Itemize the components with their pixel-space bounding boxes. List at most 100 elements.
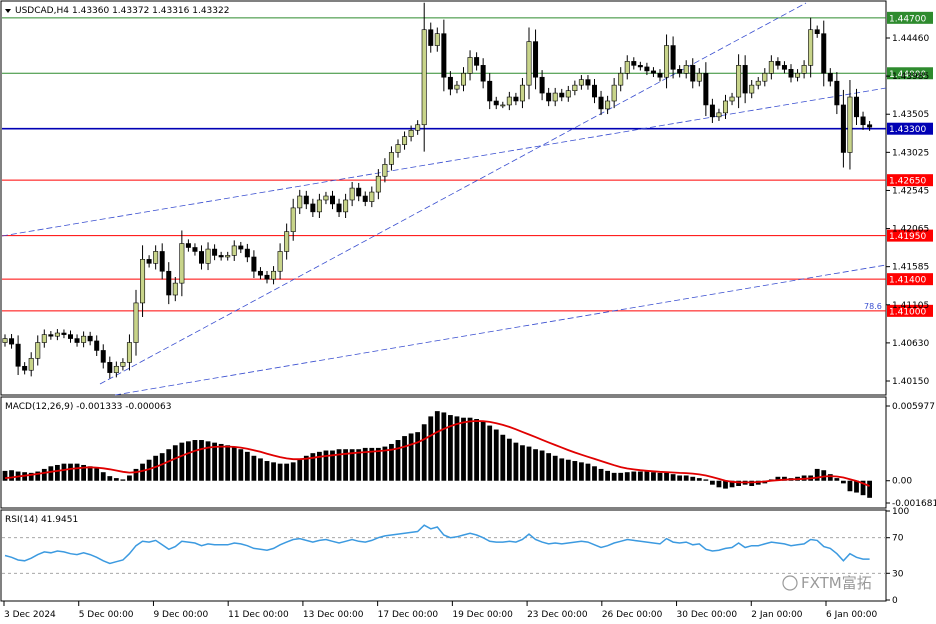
candle-body-bull	[41, 334, 47, 343]
macd-bar	[9, 470, 14, 481]
candle	[133, 289, 139, 356]
macd-bar	[402, 436, 407, 481]
candle	[54, 329, 60, 341]
macd-bar	[782, 476, 787, 481]
candle-body-bear	[840, 104, 846, 153]
macd-bar	[657, 472, 663, 481]
macd-bar	[212, 442, 217, 481]
candle-body-bear	[585, 79, 591, 86]
candle-body-bull	[755, 80, 761, 86]
candle-body-bear	[218, 255, 224, 258]
x-tick-label: 26 Dec 00:00	[602, 610, 663, 620]
dropdown-triangle-icon[interactable]	[5, 9, 11, 13]
rsi-tick-label: 0	[892, 596, 898, 606]
macd-bar	[539, 450, 545, 481]
macd-bar	[87, 466, 93, 481]
candle-body-bull	[54, 332, 60, 337]
macd-bar	[284, 463, 290, 481]
candle	[709, 98, 715, 123]
candle-body-bull	[768, 61, 774, 74]
macd-bar	[670, 474, 676, 481]
candle-body-bear	[94, 340, 100, 351]
candle-body-bull	[552, 92, 558, 102]
candle	[650, 67, 656, 78]
candle	[519, 78, 525, 109]
candle	[827, 68, 833, 87]
candle-body-bull	[140, 259, 146, 304]
candle	[834, 72, 840, 115]
candle-body-bear	[677, 69, 683, 74]
rsi-panel[interactable]	[0, 509, 887, 602]
macd-bar	[448, 415, 453, 481]
macd-bar	[127, 475, 132, 481]
rsi-label: RSI(14) 41.9451	[5, 515, 78, 525]
candle	[729, 92, 735, 106]
macd-bar	[258, 458, 263, 481]
candle-body-bull	[316, 199, 322, 213]
candle-body-bull	[664, 45, 670, 78]
candle	[22, 362, 28, 375]
price-panel[interactable]	[0, 0, 887, 396]
candle-body-bear	[107, 362, 113, 373]
macd-tick-label: 0.005977	[892, 402, 935, 412]
candle	[493, 96, 499, 110]
symbol-header: USDCAD,H4 1.43360 1.43372 1.43316 1.4332…	[5, 6, 229, 16]
candle-body-bear	[185, 243, 191, 248]
macd-bar	[814, 468, 820, 481]
candle	[742, 55, 748, 104]
trendline-lower-channel	[114, 264, 887, 396]
candle-body-bear	[821, 33, 827, 74]
candle-body-bull	[801, 65, 807, 74]
candle	[257, 267, 263, 280]
candle-body-bear	[474, 57, 480, 66]
candle-body-bull	[35, 342, 41, 359]
candle-body-bear	[533, 41, 539, 78]
level-tag-1.44000	[887, 67, 933, 80]
candle-body-bull	[126, 342, 132, 363]
candle-body-bull	[277, 251, 283, 272]
level-label: 1.44000	[889, 70, 926, 80]
candle	[140, 245, 146, 317]
macd-bar	[749, 480, 755, 486]
candle	[788, 64, 794, 83]
candle	[356, 182, 362, 202]
candle	[310, 198, 316, 218]
macd-bar	[68, 463, 73, 481]
candle-body-bear	[775, 61, 781, 66]
candle	[185, 239, 191, 252]
candle-body-bull	[2, 338, 8, 343]
candle-body-bear	[493, 100, 499, 106]
macd-bar	[199, 440, 204, 481]
macd-bar	[821, 470, 827, 481]
candle	[212, 244, 218, 261]
price-tick-label: 1.41105	[892, 301, 929, 311]
candle	[225, 251, 231, 261]
candle	[677, 65, 683, 78]
candle-body-bull	[349, 187, 355, 201]
candle	[192, 243, 198, 256]
candle-body-bull	[133, 302, 139, 343]
macd-panel[interactable]	[0, 396, 887, 509]
candle	[172, 276, 178, 302]
macd-bar	[428, 416, 434, 481]
macd-bar	[153, 455, 159, 481]
level-tag-1.41950	[887, 229, 933, 242]
candle-body-bear	[788, 69, 794, 78]
candle	[126, 334, 132, 371]
level-label: 1.41400	[889, 276, 926, 286]
macd-bar	[389, 443, 394, 481]
macd-bar	[467, 417, 473, 481]
candle	[107, 356, 113, 379]
level-tag-1.43300	[887, 122, 933, 135]
macd-bar	[48, 466, 54, 481]
candle-body-bull	[297, 195, 303, 209]
candle-body-bear	[644, 66, 650, 72]
candle	[68, 330, 74, 343]
candle-body-bear	[703, 72, 709, 106]
macd-bar	[637, 471, 643, 481]
candle-body-bull	[722, 100, 728, 114]
candle-body-bear	[637, 65, 643, 68]
macd-bar	[500, 434, 506, 481]
candle	[179, 230, 185, 297]
